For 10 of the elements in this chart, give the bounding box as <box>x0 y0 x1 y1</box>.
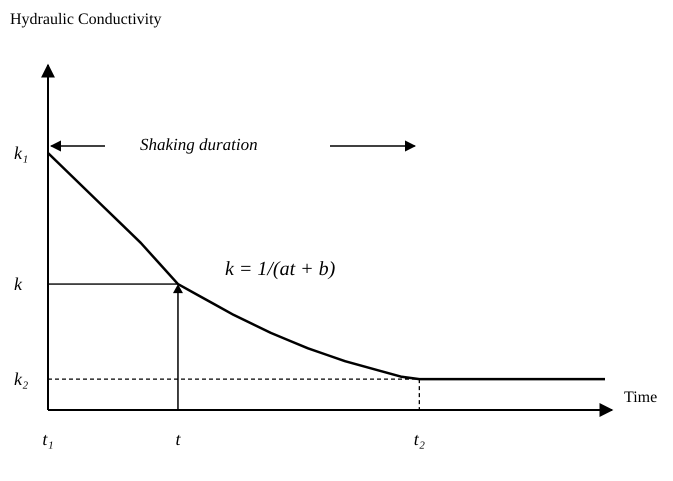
annotation: k = 1/(at + b) <box>225 258 336 280</box>
annotation: Shaking duration <box>140 135 258 154</box>
annotation: k <box>14 274 23 294</box>
x-tick-label: t₂ <box>414 429 425 449</box>
text: Hydraulic Conductivity <box>10 11 162 28</box>
annotation: k₁ <box>14 143 28 163</box>
annotation: k₂ <box>14 369 28 390</box>
x-axis-title: Time <box>624 389 658 406</box>
x-tick-label: t₁ <box>42 429 54 449</box>
x-tick-label: t <box>175 429 182 449</box>
